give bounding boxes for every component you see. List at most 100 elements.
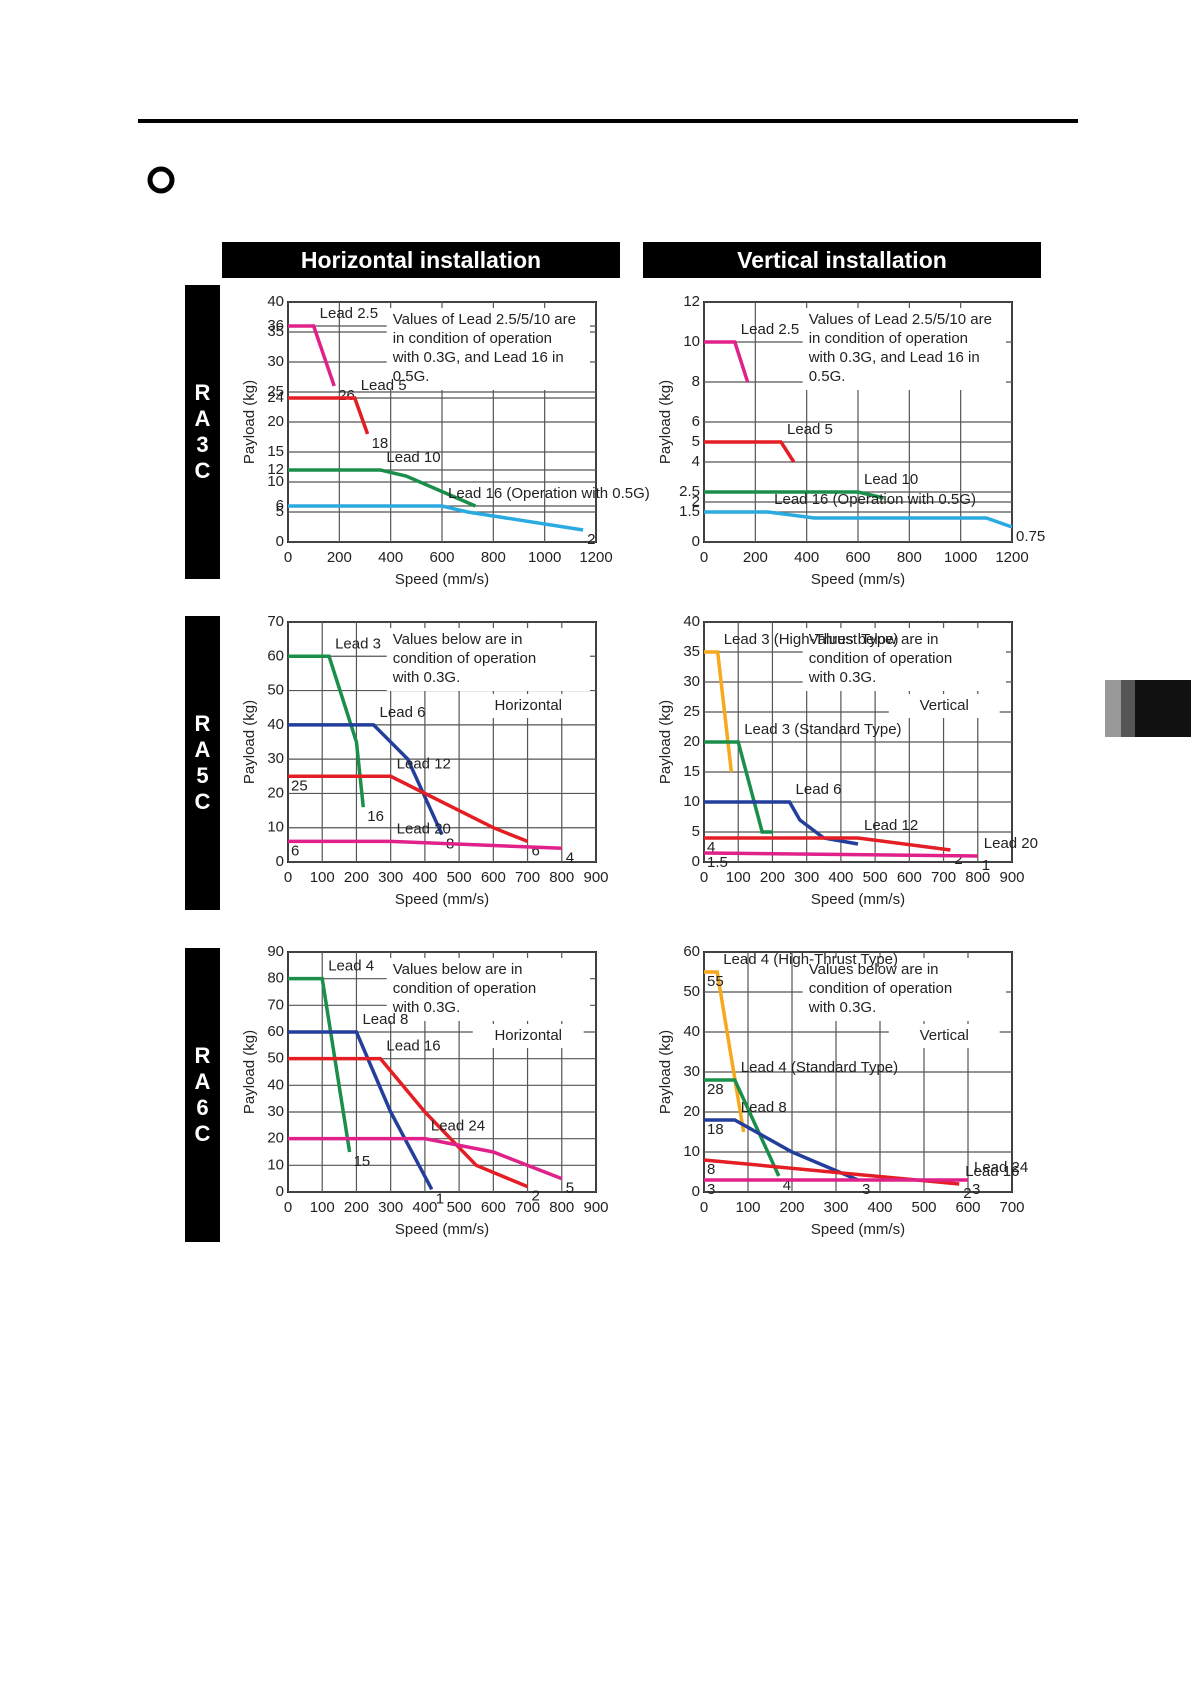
y-tick-label: 25 bbox=[683, 703, 700, 720]
series-name: Lead 20 bbox=[397, 820, 451, 837]
x-axis-label: Speed (mm/s) bbox=[811, 571, 905, 588]
x-tick-label: 0 bbox=[284, 1199, 292, 1216]
series-name: Lead 5 bbox=[361, 377, 407, 394]
series-name: Lead 20 bbox=[984, 835, 1038, 852]
annotation: condition of operation bbox=[393, 650, 536, 667]
annotation: with 0.3G, and Lead 16 in bbox=[392, 349, 564, 366]
series-name: Lead 4 (Standard Type) bbox=[741, 1059, 898, 1076]
x-tick-label: 200 bbox=[760, 869, 785, 886]
x-tick-label: 1000 bbox=[944, 549, 977, 566]
annotation: 0.5G. bbox=[809, 368, 846, 385]
x-tick-label: 900 bbox=[583, 1199, 608, 1216]
value-label: 6 bbox=[291, 842, 299, 859]
tab bbox=[1135, 680, 1191, 737]
y-tick-label: 0 bbox=[692, 853, 700, 870]
value-label: 2 bbox=[532, 1188, 540, 1205]
y-tick-label: 0 bbox=[276, 1183, 284, 1200]
x-tick-label: 300 bbox=[378, 1199, 403, 1216]
y-tick-label: 10 bbox=[267, 1156, 284, 1173]
y-tick-label: 70 bbox=[267, 996, 284, 1013]
annotation: in condition of operation bbox=[809, 330, 968, 347]
x-tick-label: 100 bbox=[726, 869, 751, 886]
y-axis-label: Payload (kg) bbox=[241, 1030, 258, 1114]
x-tick-label: 200 bbox=[344, 869, 369, 886]
x-tick-label: 400 bbox=[378, 549, 403, 566]
tab bbox=[1121, 680, 1135, 737]
x-tick-label: 600 bbox=[845, 549, 870, 566]
x-tick-label: 400 bbox=[412, 869, 437, 886]
y-tick-label: 90 bbox=[267, 943, 284, 960]
x-tick-label: 800 bbox=[549, 1199, 574, 1216]
series-line bbox=[704, 836, 951, 852]
x-tick-label: 0 bbox=[700, 549, 708, 566]
y-tick-label: 8 bbox=[692, 373, 700, 390]
series-line bbox=[288, 504, 584, 532]
y-tick-label: 1.5 bbox=[679, 503, 700, 520]
y-tick-label: 6 bbox=[276, 497, 284, 514]
y-tick-label: 5 bbox=[276, 503, 284, 520]
y-tick-label: 80 bbox=[267, 970, 284, 987]
series-line bbox=[704, 740, 773, 834]
y-tick-label: 15 bbox=[683, 763, 700, 780]
y-tick-label: 20 bbox=[267, 784, 284, 801]
series-line bbox=[288, 1136, 563, 1181]
value-label: 8 bbox=[707, 1161, 715, 1178]
y-tick-label: 0 bbox=[692, 1183, 700, 1200]
series-line bbox=[288, 396, 370, 435]
annotation: Values below are in bbox=[809, 961, 939, 978]
series-name: Lead 8 bbox=[741, 1099, 787, 1116]
x-tick-label: 600 bbox=[481, 1199, 506, 1216]
mode-label-bg bbox=[888, 694, 1000, 718]
series-name: Lead 24 bbox=[431, 1118, 485, 1135]
value-label: 26 bbox=[338, 387, 355, 404]
value-label: 4 bbox=[566, 849, 574, 866]
series-name: Lead 16 (Operation with 0.5G) bbox=[774, 491, 976, 508]
y-tick-label: 5 bbox=[692, 433, 700, 450]
y-tick-label: 50 bbox=[683, 983, 700, 1000]
y-tick-label: 40 bbox=[683, 1023, 700, 1040]
x-tick-label: 500 bbox=[911, 1199, 936, 1216]
annotation: Values below are in bbox=[809, 631, 939, 648]
y-tick-label: 30 bbox=[267, 750, 284, 767]
y-tick-label: 20 bbox=[683, 733, 700, 750]
annotation: Values of Lead 2.5/5/10 are bbox=[393, 311, 576, 328]
y-tick-label: 30 bbox=[683, 1063, 700, 1080]
value-label: 1.5 bbox=[707, 854, 728, 871]
y-tick-label: 60 bbox=[683, 943, 700, 960]
value-label: 28 bbox=[707, 1081, 724, 1098]
annotation: with 0.3G, and Lead 16 in bbox=[808, 349, 980, 366]
series-line bbox=[704, 440, 796, 463]
y-tick-label: 30 bbox=[267, 353, 284, 370]
annotation: with 0.3G. bbox=[808, 669, 877, 686]
y-tick-label: 40 bbox=[683, 613, 700, 630]
y-tick-label: 40 bbox=[267, 1076, 284, 1093]
series-name: Lead 5 bbox=[787, 421, 833, 438]
series-line bbox=[288, 1030, 434, 1191]
y-tick-label: 40 bbox=[267, 293, 284, 310]
x-tick-label: 700 bbox=[999, 1199, 1024, 1216]
x-tick-label: 200 bbox=[743, 549, 768, 566]
x-tick-label: 600 bbox=[429, 549, 454, 566]
series-line bbox=[288, 723, 444, 836]
x-tick-label: 800 bbox=[897, 549, 922, 566]
value-label: 4 bbox=[783, 1177, 791, 1194]
x-axis-label: Speed (mm/s) bbox=[395, 891, 489, 908]
series-name: Lead 4 bbox=[328, 958, 374, 975]
value-label: 4 bbox=[707, 839, 715, 856]
y-tick-label: 20 bbox=[683, 1103, 700, 1120]
annotation: Values below are in bbox=[393, 961, 523, 978]
value-label: 18 bbox=[707, 1121, 724, 1138]
series-line bbox=[704, 490, 885, 500]
annotation-bg bbox=[386, 958, 590, 1021]
series-name: Lead 10 bbox=[386, 449, 440, 466]
series-line bbox=[703, 851, 978, 858]
x-tick-label: 300 bbox=[794, 869, 819, 886]
series-name: Lead 3 bbox=[335, 635, 381, 652]
series-line bbox=[704, 800, 859, 846]
value-label: 0.75 bbox=[1016, 528, 1045, 545]
y-axis-label: Payload (kg) bbox=[241, 700, 258, 784]
x-tick-label: 300 bbox=[823, 1199, 848, 1216]
x-tick-label: 600 bbox=[481, 869, 506, 886]
y-tick-label: 6 bbox=[692, 413, 700, 430]
